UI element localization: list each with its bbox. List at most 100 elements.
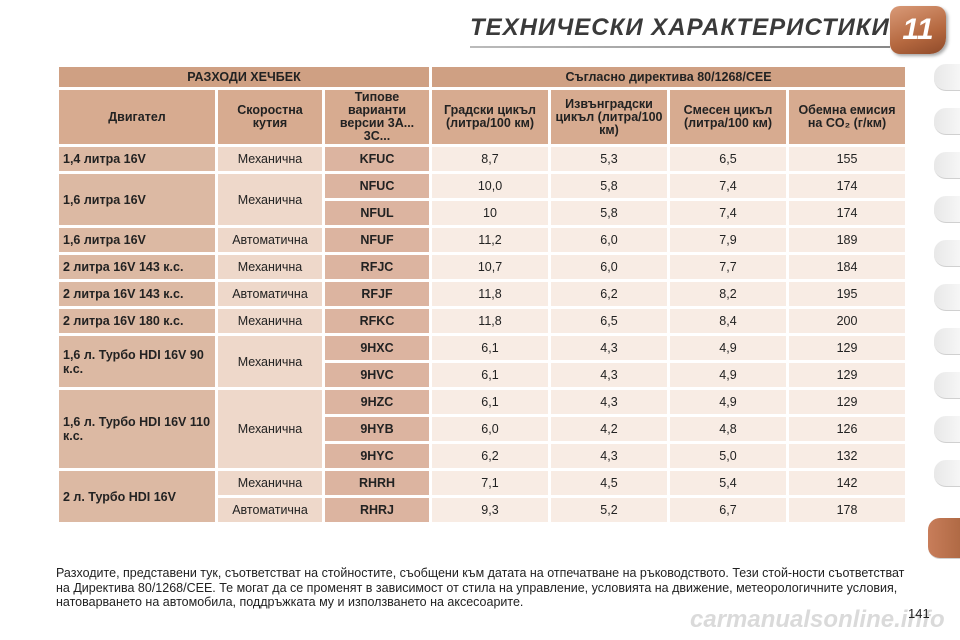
gearbox-cell: Автоматична bbox=[218, 228, 322, 252]
urban-consumption-cell: 11,8 bbox=[432, 309, 548, 333]
chapter-badge: 11 bbox=[890, 6, 946, 54]
co2-emission-cell: 195 bbox=[789, 282, 905, 306]
watermark: carmanualsonline.info bbox=[690, 606, 945, 633]
variant-cell: NFUC bbox=[325, 174, 429, 198]
gearbox-cell: Механична bbox=[218, 471, 322, 495]
urban-consumption-cell: 6,1 bbox=[432, 336, 548, 360]
combined-consumption-cell: 7,4 bbox=[670, 201, 786, 225]
gearbox-cell: Автоматична bbox=[218, 282, 322, 306]
page-header: ТЕХНИЧЕСКИ ХАРАКТЕРИСТИКИ 11 bbox=[0, 0, 960, 60]
co2-emission-cell: 174 bbox=[789, 201, 905, 225]
table-row: 1,6 литра 16V Автоматична NFUF 11,2 6,0 7,9 18… bbox=[59, 228, 905, 252]
combined-consumption-cell: 6,7 bbox=[670, 498, 786, 522]
title-underline bbox=[470, 46, 890, 48]
table-row: 2 литра 16V 143 к.с. Механична RFJC 10,7 6,0… bbox=[59, 255, 905, 279]
urban-consumption-cell: 10 bbox=[432, 201, 548, 225]
side-tab[interactable] bbox=[934, 64, 960, 91]
engine-cell: 2 литра 16V 143 к.с. bbox=[59, 282, 215, 306]
table-row: 2 л. Турбо HDI 16V Механична RHRH 7,1 4,5 5,4… bbox=[59, 471, 905, 522]
urban-consumption-cell: 8,7 bbox=[432, 147, 548, 171]
urban-consumption-cell: 6,1 bbox=[432, 390, 548, 414]
urban-consumption-cell: 11,8 bbox=[432, 282, 548, 306]
variant-cell: RHRJ bbox=[325, 498, 429, 522]
col-header-co2: Обемна емисия на CO₂ (г/км) bbox=[789, 90, 905, 144]
combined-consumption-cell: 7,7 bbox=[670, 255, 786, 279]
co2-emission-cell: 174 bbox=[789, 174, 905, 198]
group-header-hatchback: РАЗХОДИ ХЕЧБЕК bbox=[59, 67, 429, 87]
table-body: 1,4 литра 16V Механична KFUC 8,7 5,3 6,5 155 1,… bbox=[59, 147, 905, 522]
table-row: 1,4 литра 16V Механична KFUC 8,7 5,3 6,5 155 bbox=[59, 147, 905, 171]
fuel-consumption-table: РАЗХОДИ ХЕЧБЕК Съгласно директива 80/126… bbox=[56, 64, 908, 525]
combined-consumption-cell: 5,0 bbox=[670, 444, 786, 468]
gearbox-cell: Механична bbox=[218, 174, 322, 225]
variant-cell: 9HYB bbox=[325, 417, 429, 441]
side-tab[interactable] bbox=[934, 108, 960, 135]
col-header-variant: Типове варианти версии 3A... 3C... bbox=[325, 90, 429, 144]
co2-emission-cell: 126 bbox=[789, 417, 905, 441]
variant-cell: 9HYC bbox=[325, 444, 429, 468]
side-tab[interactable] bbox=[934, 416, 960, 443]
variant-cell: RHRH bbox=[325, 471, 429, 495]
engine-cell: 1,6 л. Турбо HDI 16V 90 к.с. bbox=[59, 336, 215, 387]
urban-consumption-cell: 10,7 bbox=[432, 255, 548, 279]
combined-consumption-cell: 7,4 bbox=[670, 174, 786, 198]
variant-cell: RFJC bbox=[325, 255, 429, 279]
gearbox-cell: Механична bbox=[218, 255, 322, 279]
urban-consumption-cell: 6,2 bbox=[432, 444, 548, 468]
combined-consumption-cell: 4,9 bbox=[670, 390, 786, 414]
urban-consumption-cell: 7,1 bbox=[432, 471, 548, 495]
co2-emission-cell: 178 bbox=[789, 498, 905, 522]
extra-urban-consumption-cell: 5,3 bbox=[551, 147, 667, 171]
extra-urban-consumption-cell: 6,2 bbox=[551, 282, 667, 306]
side-tab[interactable] bbox=[934, 152, 960, 179]
col-header-engine: Двигател bbox=[59, 90, 215, 144]
side-tab[interactable] bbox=[934, 372, 960, 399]
engine-cell: 2 литра 16V 180 к.с. bbox=[59, 309, 215, 333]
engine-cell: 2 литра 16V 143 к.с. bbox=[59, 255, 215, 279]
urban-consumption-cell: 10,0 bbox=[432, 174, 548, 198]
co2-emission-cell: 129 bbox=[789, 390, 905, 414]
urban-consumption-cell: 9,3 bbox=[432, 498, 548, 522]
page-title: ТЕХНИЧЕСКИ ХАРАКТЕРИСТИКИ bbox=[470, 14, 890, 41]
col-header-combined: Смесен цикъл (литра/100 км) bbox=[670, 90, 786, 144]
variant-cell: 9HVC bbox=[325, 363, 429, 387]
variant-cell: NFUL bbox=[325, 201, 429, 225]
side-tab[interactable] bbox=[934, 196, 960, 223]
extra-urban-consumption-cell: 4,3 bbox=[551, 390, 667, 414]
col-header-extra-urban: Извънградски цикъл (литра/100 км) bbox=[551, 90, 667, 144]
extra-urban-consumption-cell: 5,8 bbox=[551, 201, 667, 225]
table-row: 9HVC 6,1 4,3 4,9 129 bbox=[59, 363, 905, 387]
side-tab[interactable] bbox=[934, 240, 960, 267]
gearbox-cell: Механична bbox=[218, 390, 322, 468]
combined-consumption-cell: 4,8 bbox=[670, 417, 786, 441]
co2-emission-cell: 132 bbox=[789, 444, 905, 468]
extra-urban-consumption-cell: 4,3 bbox=[551, 444, 667, 468]
table-row: 1,6 л. Турбо HDI 16V 90 к.с. Механична 9HX… bbox=[59, 336, 905, 387]
combined-consumption-cell: 4,9 bbox=[670, 363, 786, 387]
side-tab[interactable] bbox=[934, 328, 960, 355]
engine-cell: 1,6 литра 16V bbox=[59, 174, 215, 225]
col-header-urban: Градски цикъл (литра/100 км) bbox=[432, 90, 548, 144]
co2-emission-cell: 184 bbox=[789, 255, 905, 279]
chapter-side-tabs bbox=[928, 64, 960, 584]
gearbox-cell: Механична bbox=[218, 147, 322, 171]
engine-cell: 1,6 л. Турбо HDI 16V 110 к.с. bbox=[59, 390, 215, 468]
urban-consumption-cell: 6,0 bbox=[432, 417, 548, 441]
extra-urban-consumption-cell: 5,2 bbox=[551, 498, 667, 522]
table-row: 9HYB 6,0 4,2 4,8 126 bbox=[59, 417, 905, 441]
side-tab[interactable] bbox=[934, 284, 960, 311]
variant-cell: KFUC bbox=[325, 147, 429, 171]
table-row: 2 литра 16V 180 к.с. Механична RFKC 11,8 6,5… bbox=[59, 309, 905, 333]
side-tab-active[interactable] bbox=[928, 518, 960, 559]
co2-emission-cell: 200 bbox=[789, 309, 905, 333]
variant-cell: NFUF bbox=[325, 228, 429, 252]
variant-cell: RFKC bbox=[325, 309, 429, 333]
engine-cell: 1,6 литра 16V bbox=[59, 228, 215, 252]
footnote: Разходите, представени тук, съответстват… bbox=[56, 566, 905, 609]
table-row: 1,6 л. Турбо HDI 16V 110 к.с. Механична 9H… bbox=[59, 390, 905, 468]
co2-emission-cell: 129 bbox=[789, 336, 905, 360]
combined-consumption-cell: 5,4 bbox=[670, 471, 786, 495]
variant-cell: 9HZC bbox=[325, 390, 429, 414]
side-tab[interactable] bbox=[934, 460, 960, 487]
co2-emission-cell: 155 bbox=[789, 147, 905, 171]
